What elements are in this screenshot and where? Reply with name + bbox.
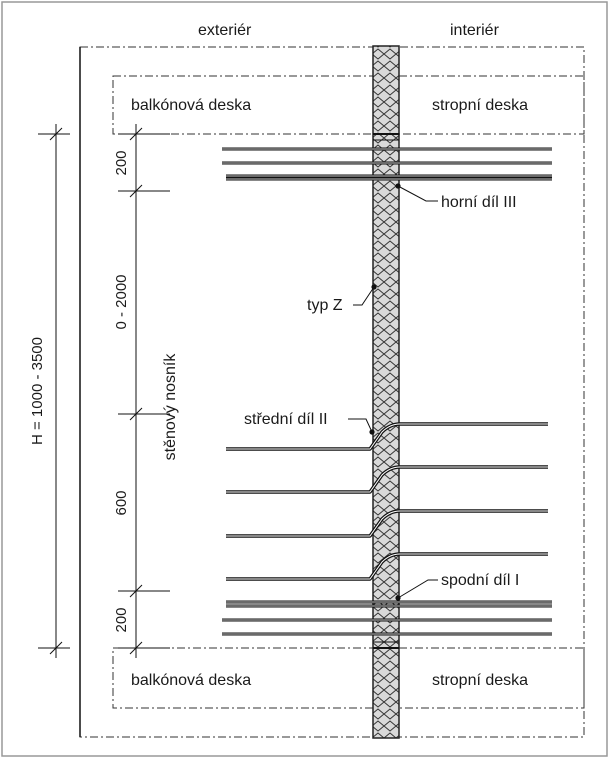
upper-part-bars bbox=[222, 147, 552, 181]
label-ceiling-bottom: stropní deska bbox=[432, 672, 528, 689]
label-balcony-bottom: balkónová deska bbox=[131, 672, 251, 689]
insulation-strip bbox=[372, 45, 400, 739]
label-balcony-top: balkónová deska bbox=[131, 97, 251, 114]
label-interior: interiér bbox=[450, 22, 500, 39]
dim-top-zone: 200 bbox=[113, 150, 130, 175]
label-lower-part: spodní díl I bbox=[441, 572, 519, 589]
label-type: typ Z bbox=[307, 297, 343, 314]
label-wall-beam: stěnový nosník bbox=[162, 353, 179, 461]
label-middle-part: střední díl II bbox=[244, 411, 328, 428]
slab-top-interior-outline bbox=[398, 75, 585, 135]
dimension-total bbox=[38, 124, 70, 658]
label-ceiling-top: stropní deska bbox=[432, 97, 528, 114]
middle-part-bars bbox=[226, 422, 548, 581]
dimension-zones bbox=[118, 124, 170, 658]
leader-lines bbox=[348, 185, 438, 599]
dim-middle-zone: 0 - 2000 bbox=[113, 274, 130, 329]
dim-total-height: H = 1000 - 3500 bbox=[29, 337, 46, 445]
dim-lower-zone: 600 bbox=[113, 490, 130, 515]
label-upper-part: horní díl III bbox=[441, 194, 517, 211]
lower-part-bars bbox=[222, 600, 552, 636]
leader-dots bbox=[369, 183, 401, 601]
label-exterior: exteriér bbox=[198, 22, 252, 39]
dim-bottom-zone: 200 bbox=[113, 607, 130, 632]
